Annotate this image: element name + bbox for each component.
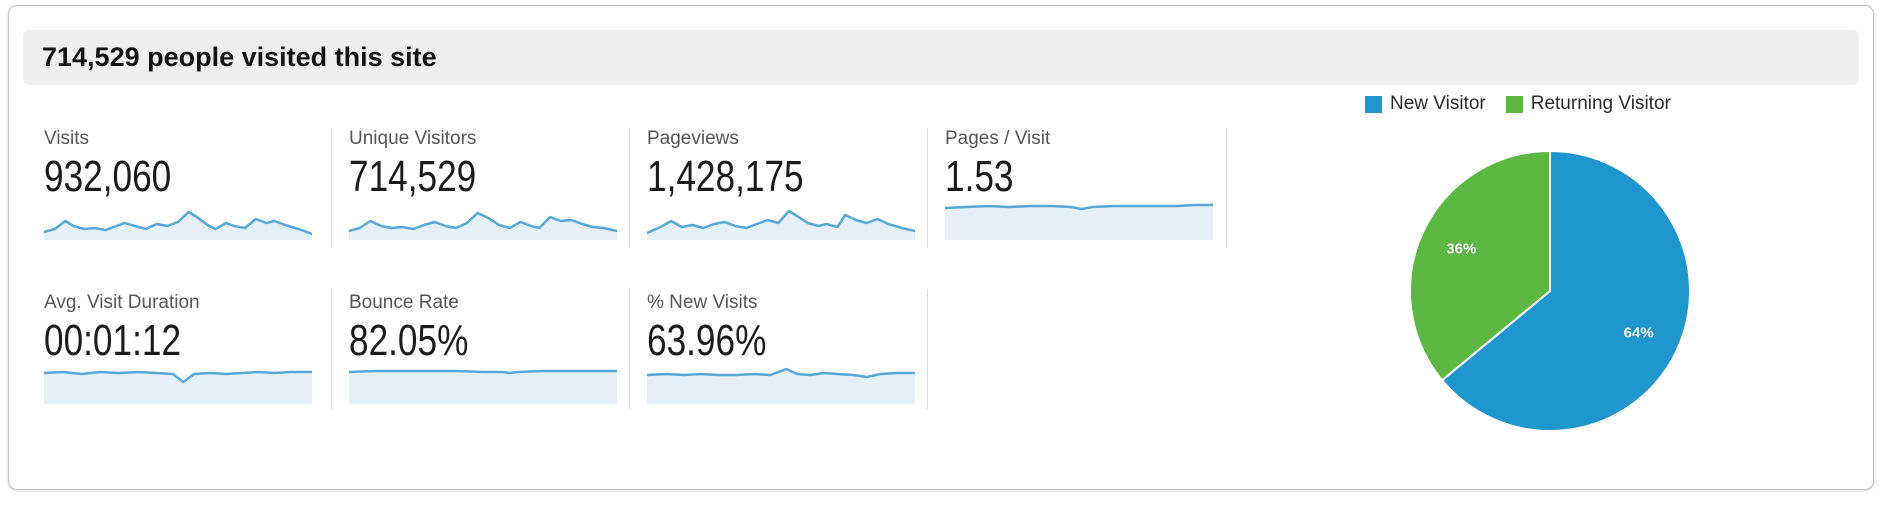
metric-label: Avg. Visit Duration [44, 292, 200, 313]
metric-value: 00:01:12 [44, 316, 182, 365]
metric-value: 714,529 [349, 152, 477, 201]
metric-value: 1.53 [945, 152, 1014, 201]
pct-new-visits-sparkline [647, 367, 915, 404]
metric-label: Pages / Visit [945, 128, 1051, 149]
metric-value: 1,428,175 [647, 152, 804, 201]
divider [927, 289, 928, 409]
metric-label: Bounce Rate [349, 292, 459, 313]
metric-value: 82.05% [349, 316, 469, 365]
metric-pageviews[interactable]: Pageviews 1,428,175 [647, 128, 919, 244]
divider [629, 128, 630, 248]
metric-label: Pageviews [647, 128, 739, 149]
metric-visits[interactable]: Visits 932,060 [44, 128, 316, 244]
divider [331, 289, 332, 409]
unique-visitors-sparkline [349, 211, 617, 240]
legend-item-new-visitor[interactable]: New Visitor [1365, 93, 1486, 115]
metric-value: 63.96% [647, 316, 767, 365]
metric-label: Visits [44, 128, 90, 149]
pageviews-sparkline [647, 209, 915, 240]
pie-slice-label-returning-visitor: 36% [1446, 240, 1477, 258]
dashboard-card: 714,529 people visited this site New Vis… [8, 5, 1874, 490]
divider [629, 289, 630, 409]
metric-pages-per-visit[interactable]: Pages / Visit 1.53 [945, 128, 1217, 244]
legend-item-returning-visitor[interactable]: Returning Visitor [1505, 93, 1671, 115]
visitors-summary-title: 714,529 people visited this site [42, 42, 437, 72]
metric-label: Unique Visitors [349, 128, 477, 149]
legend-label-returning-visitor: Returning Visitor [1530, 93, 1671, 114]
divider [331, 128, 332, 248]
metric-bounce-rate[interactable]: Bounce Rate 82.05% [349, 292, 621, 408]
new-visitor-swatch-icon [1365, 95, 1382, 113]
pie-svg [1409, 150, 1691, 432]
avg-visit-duration-sparkline [44, 370, 312, 404]
legend-label-new-visitor: New Visitor [1390, 93, 1486, 114]
metric-avg-visit-duration[interactable]: Avg. Visit Duration 00:01:12 [44, 292, 316, 408]
pie-slice-label-new-visitor: 64% [1623, 324, 1654, 342]
divider [1226, 128, 1227, 248]
metric-unique-visitors[interactable]: Unique Visitors 714,529 [349, 128, 621, 244]
visitors-summary-header: 714,529 people visited this site [23, 30, 1859, 85]
visits-sparkline [44, 210, 312, 240]
visitor-type-pie-chart: 64% 36% [1405, 146, 1695, 436]
divider [927, 128, 928, 248]
pages-per-visit-sparkline [945, 203, 1213, 240]
bounce-rate-sparkline [349, 369, 617, 404]
returning-visitor-swatch-icon [1505, 95, 1523, 113]
pie-legend: New Visitor Returning Visitor [1365, 93, 1671, 115]
metric-label: % New Visits [647, 292, 758, 313]
metric-value: 932,060 [44, 152, 172, 201]
metric-pct-new-visits[interactable]: % New Visits 63.96% [647, 292, 919, 408]
